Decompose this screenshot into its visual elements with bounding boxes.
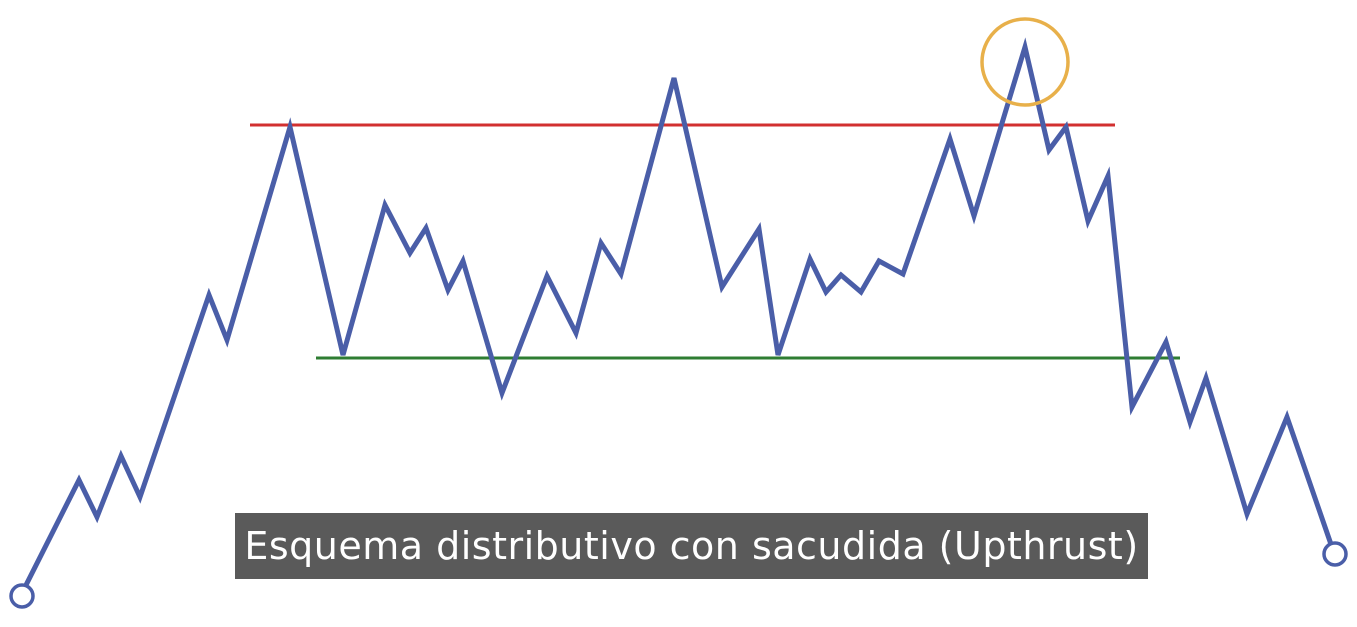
start-point-marker [9, 583, 35, 609]
caption-box: Esquema distributivo con sacudida (Upthr… [235, 513, 1148, 579]
end-point-marker [1322, 541, 1348, 567]
upthrust-highlight-circle [980, 17, 1070, 107]
price-path-line [19, 37, 1337, 596]
caption-text: Esquema distributivo con sacudida (Upthr… [244, 524, 1139, 568]
